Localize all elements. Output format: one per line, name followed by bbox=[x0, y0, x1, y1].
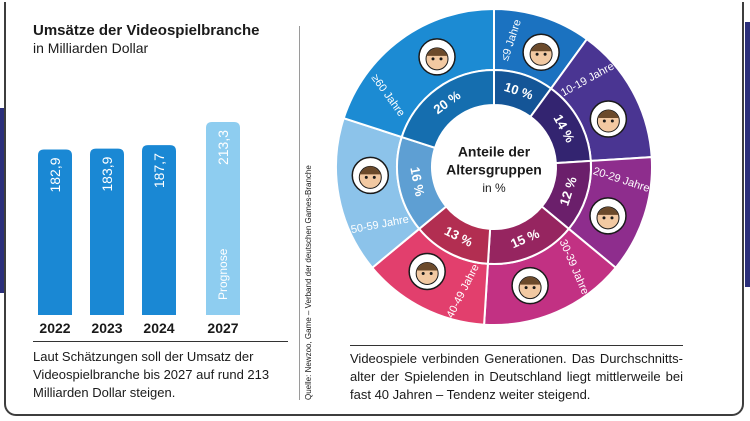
donut-inner-slice bbox=[400, 68, 495, 150]
left-caption-divider bbox=[33, 341, 288, 342]
donut-center-title-line1: Anteile der bbox=[458, 144, 531, 160]
bar-value-label: 187,7 bbox=[151, 153, 167, 188]
bar-group-2024: 187,7 2024 bbox=[142, 145, 176, 336]
bar-value-label: 213,3 bbox=[215, 130, 231, 165]
donut-center bbox=[433, 106, 555, 228]
column-divider bbox=[299, 26, 300, 400]
gamer-avatar-icon bbox=[522, 33, 560, 72]
left-edge-decoration bbox=[0, 108, 5, 293]
gamer-avatar-icon bbox=[589, 100, 628, 138]
gamer-avatar-icon bbox=[408, 252, 446, 291]
revenue-bar-chart: 182,9 2022 183,9 2023 187,7 2024 213,3 2027 Prog… bbox=[38, 121, 240, 336]
right-caption-divider bbox=[350, 345, 683, 346]
bar-year-label: 2027 bbox=[207, 320, 238, 336]
forecast-label: Prognose bbox=[216, 248, 230, 300]
gamer-avatar-icon bbox=[511, 266, 549, 305]
donut-caption: Videospiele verbinden Generationen. Das … bbox=[350, 351, 683, 402]
bar-year-label: 2022 bbox=[39, 320, 70, 336]
bar-value-label: 183,9 bbox=[99, 156, 115, 191]
bar-group-2022: 182,9 2022 bbox=[38, 149, 72, 336]
gamer-avatar-icon bbox=[351, 156, 390, 195]
percentage-label: 16 % bbox=[407, 166, 427, 198]
bar-value-label: 182,9 bbox=[47, 157, 63, 192]
bar-chart-title: Umsätze der Videospielbranche bbox=[33, 22, 260, 39]
bar-chart-subtitle: in Milliarden Dollar bbox=[33, 40, 149, 56]
bar-2022 bbox=[38, 149, 72, 315]
gamer-avatar-icon bbox=[418, 38, 456, 76]
gamer-avatar-icon bbox=[589, 197, 627, 235]
bar-year-label: 2023 bbox=[91, 320, 122, 336]
donut-center-title-line2: Altersgruppen bbox=[446, 162, 542, 178]
bar-group-2023: 183,9 2023 bbox=[90, 148, 124, 336]
right-edge-decoration bbox=[745, 22, 750, 287]
bar-chart-caption: Laut Schätzungen soll der Umsatz der Vid… bbox=[33, 349, 270, 400]
bar-2023 bbox=[90, 148, 124, 315]
bar-2024 bbox=[142, 145, 176, 315]
bar-group-2027: 213,3 2027 Prognose bbox=[206, 121, 240, 336]
donut-center-unit: in % bbox=[482, 181, 506, 195]
bar-year-label: 2024 bbox=[143, 320, 174, 336]
bar-2027 bbox=[206, 121, 240, 315]
donut-segment: ≥60 Jahre 20 % bbox=[342, 7, 495, 150]
